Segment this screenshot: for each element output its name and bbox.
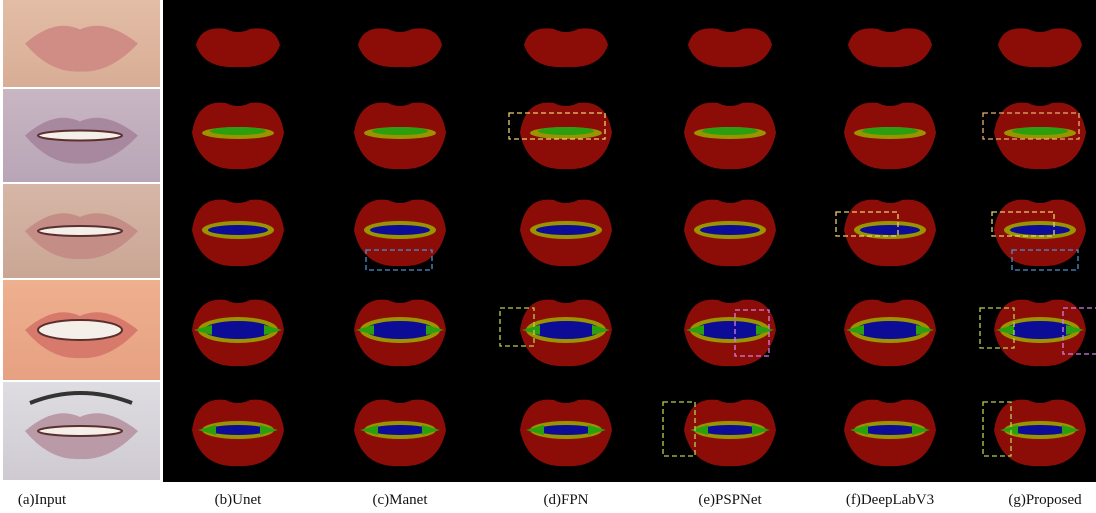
gum-mask (538, 127, 594, 135)
tongue-mask (856, 321, 924, 339)
lip-mask (848, 28, 932, 67)
caption: (d)FPN (543, 492, 588, 508)
caption: (b)Unet (215, 492, 262, 508)
caption: (f)DeepLabV3 (846, 492, 934, 508)
gum-mask (702, 127, 758, 135)
photo-mouth (38, 426, 122, 436)
tongue-mask (700, 225, 760, 235)
tongue-mask (860, 425, 920, 435)
tongue-mask (208, 425, 268, 435)
input-photos (3, 0, 160, 480)
lip-mask (358, 28, 442, 67)
caption: (g)Proposed (1008, 492, 1082, 508)
caption: (c)Manet (373, 492, 429, 508)
tongue-mask (700, 425, 760, 435)
photo-mouth (38, 131, 122, 141)
tongue-mask (696, 321, 764, 339)
result-panel (163, 0, 1096, 482)
caption: (a)Input (18, 492, 67, 508)
tongue-mask (1010, 425, 1070, 435)
tongue-mask (1010, 225, 1070, 235)
tongue-mask (208, 225, 268, 235)
lip-mask (998, 28, 1082, 67)
tongue-mask (536, 225, 596, 235)
tongue-mask (536, 425, 596, 435)
tongue-mask (204, 321, 272, 339)
lip-mask (196, 28, 280, 67)
tongue-mask (370, 225, 430, 235)
gum-mask (1012, 127, 1068, 135)
captions: (a)Input (b)Unet (c)Manet (d)FPN (e)PSPNet (f… (18, 492, 1082, 508)
gum-mask (372, 127, 428, 135)
tongue-mask (1006, 321, 1074, 339)
photo-mouth (38, 320, 122, 340)
tongue-mask (366, 321, 434, 339)
tongue-mask (860, 225, 920, 235)
caption: (e)PSPNet (698, 492, 762, 508)
tongue-mask (532, 321, 600, 339)
gum-mask (210, 127, 266, 135)
figure: (a)Input (b)Unet (c)Manet (d)FPN (e)PSPNet (f… (0, 0, 1096, 513)
photo-mouth (38, 226, 122, 236)
gum-mask (862, 127, 918, 135)
tongue-mask (370, 425, 430, 435)
lip-mask (524, 28, 608, 67)
lip-mask (688, 28, 772, 67)
